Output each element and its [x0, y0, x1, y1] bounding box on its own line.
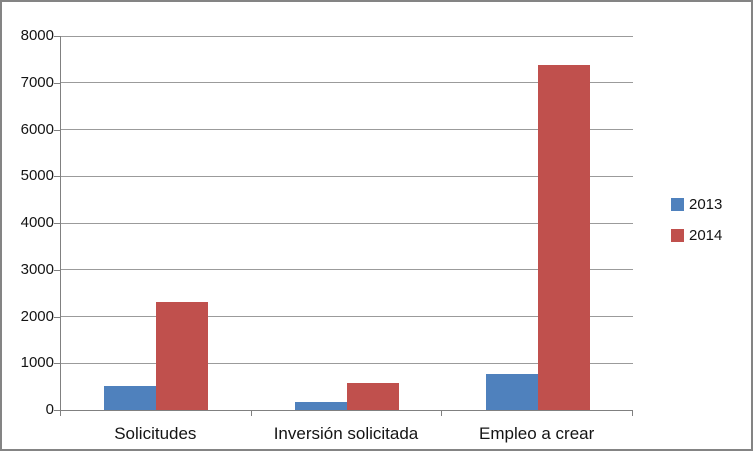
gridline-1000 [61, 362, 633, 364]
y-tick-mark-2000 [54, 316, 60, 318]
x-category-label-1: Solicitudes [114, 424, 197, 443]
y-tick-mark-3000 [54, 269, 60, 271]
x-category-label-3: Empleo a crear [479, 424, 595, 443]
x-tick-mark-0 [60, 411, 61, 416]
y-tick-label-5000: 5000 [20, 167, 54, 185]
bar-2013-inversión-solicitada [295, 401, 347, 410]
y-tick-label-6000: 6000 [20, 120, 54, 138]
bar-2014-solicitudes [156, 302, 209, 410]
x-tick-mark-1 [250, 411, 252, 416]
y-tick-mark-4000 [54, 223, 60, 224]
y-tick-mark-8000 [54, 36, 60, 37]
y-tick-mark-5000 [54, 176, 60, 178]
bar-2013-empleo-a-crear [485, 374, 538, 410]
y-tick-label-2000: 2000 [20, 307, 54, 325]
y-tick-label-0: 0 [45, 401, 54, 418]
gridline-2000 [61, 316, 633, 317]
gridline-7000 [61, 82, 633, 84]
x-tick-mark-2 [441, 411, 443, 416]
bar-2014-inversión-solicitada [347, 382, 399, 410]
y-tick-label-4000: 4000 [20, 214, 54, 231]
y-tick-label-8000: 8000 [20, 27, 54, 44]
x-category-label-2: Inversión solicitada [273, 424, 419, 443]
y-tick-mark-1000 [54, 363, 60, 365]
y-tick-mark-7000 [54, 82, 60, 84]
legend: 2013 2014 [671, 197, 722, 243]
gridline-3000 [61, 269, 633, 271]
gridline-8000 [61, 35, 633, 37]
y-tick-label-7000: 7000 [20, 73, 54, 91]
x-tick-mark-3 [632, 411, 633, 416]
legend-label-2013: 2013 [689, 196, 723, 213]
gridline-4000 [61, 222, 633, 224]
legend-item-2013: 2013 [671, 197, 722, 212]
bar-2014-empleo-a-crear [537, 64, 590, 410]
gridline-5000 [61, 175, 633, 177]
legend-item-2014: 2014 [671, 228, 722, 243]
gridline-6000 [61, 129, 633, 130]
bar-2013-solicitudes [104, 385, 157, 410]
plot-area [60, 35, 633, 411]
y-tick-label-1000: 1000 [20, 354, 54, 372]
legend-swatch-2013 [671, 198, 684, 211]
y-tick-label-3000: 3000 [20, 260, 54, 278]
legend-swatch-2014 [671, 229, 684, 242]
y-tick-mark-6000 [54, 129, 60, 131]
y-tick-mark-0 [54, 410, 60, 411]
legend-label-2014: 2014 [689, 227, 723, 244]
